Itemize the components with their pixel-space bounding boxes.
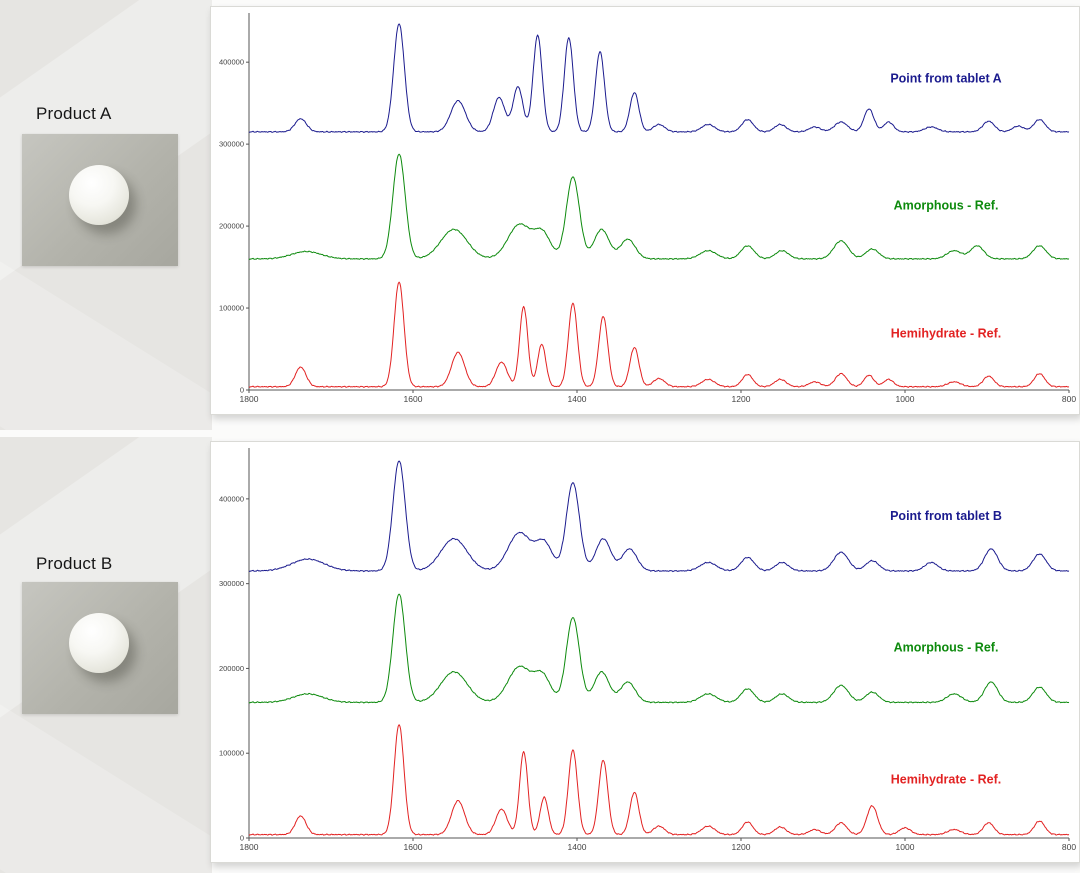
spectra-chart-a-container: 0 100000 200000 300000 400000 1800 1600 1400 120… bbox=[210, 6, 1080, 415]
product-a-label: Product A bbox=[36, 104, 112, 123]
x-tick-label: 800 bbox=[1062, 394, 1076, 404]
spectrum-trace-0 bbox=[248, 23, 1070, 133]
y-tick-label: 300000 bbox=[219, 140, 244, 149]
x-tick-label: 1800 bbox=[240, 842, 259, 852]
series-label-2: Hemihydrate - Ref. bbox=[891, 327, 1001, 341]
series-label-0: Point from tablet A bbox=[890, 72, 1001, 86]
y-tick-label: 200000 bbox=[219, 664, 244, 673]
series-label-2: Hemihydrate - Ref. bbox=[891, 773, 1001, 787]
y-tick-label: 300000 bbox=[219, 579, 244, 588]
y-tick-label: 400000 bbox=[219, 494, 244, 503]
series-label-0: Point from tablet B bbox=[890, 509, 1002, 523]
y-tick-label: 0 bbox=[240, 834, 244, 843]
y-tick-label: 400000 bbox=[219, 58, 244, 67]
x-tick-label: 800 bbox=[1062, 842, 1076, 852]
product-b-label: Product B bbox=[36, 554, 113, 573]
y-tick-label: 100000 bbox=[219, 749, 244, 758]
x-tick-label: 1000 bbox=[896, 842, 915, 852]
product-b-photo bbox=[22, 582, 178, 714]
spectra-chart-b-container: 0 100000 200000 300000 400000 1800 1600 1400 120… bbox=[210, 441, 1080, 863]
spectrum-trace-0 bbox=[248, 460, 1070, 573]
spectrum-trace-1 bbox=[248, 153, 1070, 260]
x-tick-label: 1600 bbox=[404, 842, 423, 852]
x-tick-label: 1200 bbox=[732, 842, 751, 852]
y-tick-label: 0 bbox=[240, 386, 244, 395]
tablet-b-image bbox=[69, 613, 129, 673]
series-label-1: Amorphous - Ref. bbox=[894, 640, 999, 654]
x-tick-label: 1200 bbox=[732, 394, 751, 404]
product-a-photo bbox=[22, 134, 178, 266]
spectrum-trace-1 bbox=[248, 593, 1070, 704]
x-tick-label: 1600 bbox=[404, 394, 423, 404]
spectrum-trace-2 bbox=[248, 281, 1070, 388]
series-label-1: Amorphous - Ref. bbox=[894, 199, 999, 213]
tablet-a-image bbox=[69, 165, 129, 225]
y-tick-label: 100000 bbox=[219, 304, 244, 313]
spectra-chart-b: 0 100000 200000 300000 400000 1800 1600 1400 120… bbox=[219, 448, 1076, 852]
x-tick-label: 1000 bbox=[896, 394, 915, 404]
x-tick-label: 1800 bbox=[240, 394, 259, 404]
y-tick-label: 200000 bbox=[219, 222, 244, 231]
x-tick-label: 1400 bbox=[568, 394, 587, 404]
spectrum-trace-2 bbox=[248, 724, 1070, 836]
x-tick-label: 1400 bbox=[568, 842, 587, 852]
spectra-chart-a: 0 100000 200000 300000 400000 1800 1600 1400 120… bbox=[219, 13, 1076, 404]
